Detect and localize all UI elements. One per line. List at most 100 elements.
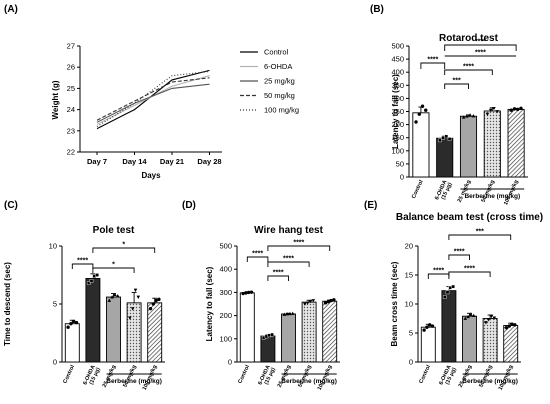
C-point: [130, 307, 135, 311]
E-point: [451, 284, 455, 289]
D-sig-bracket: [246, 256, 269, 262]
A-series-line: [96, 77, 210, 121]
E-point: [430, 324, 435, 328]
D-y-axis-title: Latency to fall (sec): [205, 266, 214, 341]
D-bar: [322, 300, 338, 363]
C-point: [95, 273, 99, 277]
D-point: [326, 299, 330, 304]
B-y-tick-label: 50: [396, 159, 404, 168]
E-bar: [420, 326, 436, 363]
A-y-tick-label: 26: [67, 63, 75, 72]
B-group-label: Berberine (mg/kg): [464, 193, 520, 200]
E-point: [507, 324, 511, 328]
E-y-tick-label: 20: [405, 242, 413, 251]
B-y-tick-label: 200: [391, 120, 404, 129]
D-y-tick-label: 200: [219, 311, 232, 320]
C-x-tick-label: Control: [62, 364, 76, 385]
E-point: [445, 290, 450, 295]
D-point: [249, 290, 254, 294]
D-point: [247, 290, 251, 295]
D-point: [332, 298, 336, 302]
D-point: [285, 312, 289, 316]
B-sig-bracket: [420, 62, 446, 69]
C-bar: [147, 302, 163, 363]
E-point: [471, 313, 476, 317]
C-bar: [126, 302, 142, 363]
E-sig-bracket: [448, 234, 512, 240]
C-title: Pole test: [93, 225, 135, 236]
B-point: [447, 137, 452, 141]
D-bar: [239, 292, 255, 363]
B-y-tick-label: 150: [391, 133, 404, 142]
B-point: [519, 106, 523, 111]
B-sig-label: ****: [427, 57, 438, 64]
D-point: [270, 332, 274, 337]
E-y-tick-label: 15: [405, 271, 413, 280]
D-point: [311, 299, 316, 303]
A-legend-label: 6-OHDA: [264, 62, 292, 71]
D-point: [288, 311, 292, 316]
C-y-tick-label: 0: [53, 358, 57, 367]
E-sig-bracket: [448, 271, 491, 277]
B-y-tick-label: 0: [400, 173, 404, 182]
C-point: [110, 295, 114, 299]
A-x-tick-label: Day 14: [122, 157, 147, 166]
C-point: [157, 297, 161, 302]
D-title: Wire hang test: [254, 225, 323, 236]
panel-label-A: (A): [4, 4, 18, 15]
B-point: [414, 120, 418, 124]
A-x-tick-label: Day 28: [197, 157, 221, 166]
B-y-tick-label: 100: [391, 146, 404, 155]
D-sig-bracket: [267, 245, 331, 251]
C-sig-bracket: [92, 247, 156, 253]
B-y-tick-label: 450: [391, 55, 404, 64]
B-point: [438, 138, 442, 143]
C-bar: [106, 296, 121, 363]
B-point: [417, 112, 421, 116]
B-point: [492, 106, 496, 111]
B-point: [495, 110, 499, 114]
E-point: [442, 295, 447, 299]
C-y-axis-title: Time to descend (sec): [3, 262, 12, 346]
D-sig-label: ****: [273, 270, 284, 277]
E-point: [466, 314, 470, 319]
panel-label-E: (E): [364, 200, 377, 211]
D-sig-label: ****: [293, 240, 304, 247]
E-sig-label: ****: [433, 268, 444, 275]
B-point: [512, 107, 517, 111]
C-point: [89, 279, 94, 283]
B-point: [441, 135, 445, 140]
D-y-tick-label: 0: [228, 358, 232, 367]
D-point: [244, 291, 248, 295]
B-sig-bracket: [444, 44, 517, 51]
E-y-tick-label: 10: [405, 300, 413, 309]
C-point: [66, 325, 70, 329]
E-point: [469, 312, 473, 316]
D-bar: [260, 335, 276, 363]
B-y-tick-label: 250: [391, 107, 404, 116]
D-sig-label: ****: [283, 256, 294, 263]
B-bar: [483, 110, 501, 178]
D-point: [329, 298, 333, 303]
D-sig-bracket: [267, 275, 289, 281]
D-point: [241, 291, 245, 296]
C-point: [69, 322, 73, 326]
A-legend-label: Control: [264, 48, 289, 57]
C-y-tick-label: 5: [53, 300, 57, 309]
B-point: [444, 134, 449, 139]
A-series-line: [96, 69, 210, 130]
D-point: [303, 302, 307, 306]
B-sig-bracket: [444, 69, 493, 75]
A-y-tick-label: 24: [67, 105, 75, 114]
E-point: [484, 321, 488, 325]
D-point: [282, 312, 287, 316]
E-point: [425, 325, 429, 329]
A-y-tick-label: 22: [67, 148, 75, 157]
B-bar: [459, 115, 478, 178]
D-point: [308, 299, 313, 304]
B-x-tick-label: Control: [411, 179, 425, 200]
E-point: [463, 316, 468, 320]
E-point: [492, 316, 497, 320]
